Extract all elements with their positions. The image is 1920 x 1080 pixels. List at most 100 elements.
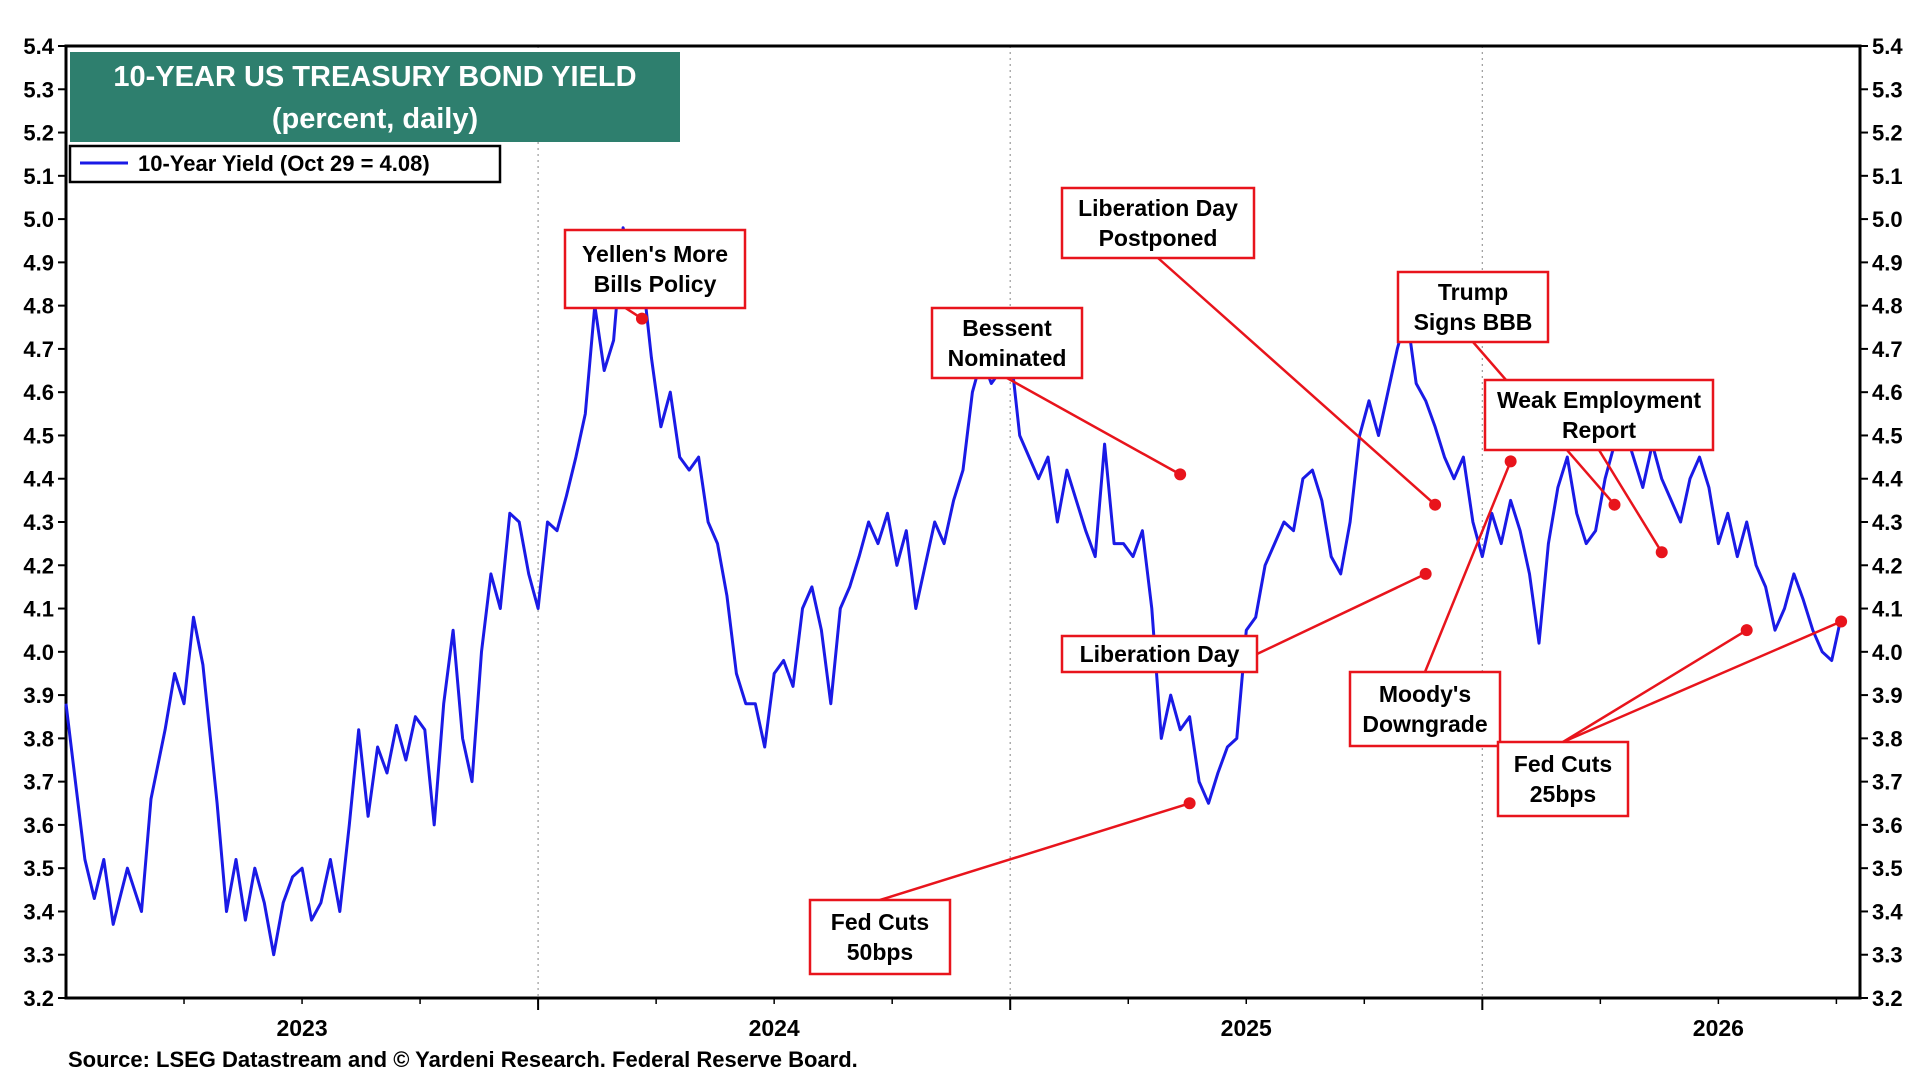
yield-series-line — [64, 226, 1843, 957]
y-tick-label-right: 5.3 — [1872, 77, 1903, 102]
y-tick-label-left: 4.8 — [23, 294, 54, 319]
annotation-box — [1060, 186, 1256, 260]
y-tick-label-left: 4.3 — [23, 510, 54, 535]
y-tick-label-right: 4.9 — [1872, 250, 1903, 275]
annotation-label: Fed Cuts — [1514, 751, 1612, 777]
annotation-dot — [1504, 455, 1517, 468]
y-tick-label-left: 3.5 — [23, 856, 54, 881]
y-tick-label-right: 5.1 — [1872, 164, 1903, 189]
y-tick-label-right: 3.5 — [1872, 856, 1903, 881]
y-tick-label-right: 5.4 — [1872, 34, 1903, 59]
annotation-leader-line — [1006, 376, 1181, 476]
y-tick-label-right: 3.6 — [1872, 813, 1903, 838]
y-tick-label-right: 3.3 — [1872, 943, 1903, 968]
source-note: Source: LSEG Datastream and © Yardeni Re… — [68, 1047, 858, 1072]
y-tick-label-left: 3.9 — [23, 683, 54, 708]
title-box: 10-YEAR US TREASURY BOND YIELD (percent,… — [70, 52, 680, 142]
y-tick-label-right: 4.7 — [1872, 337, 1903, 362]
y-tick-label-right: 4.3 — [1872, 510, 1903, 535]
y-tick-label-left: 5.3 — [23, 77, 54, 102]
y-tick-label-left: 4.7 — [23, 337, 54, 362]
annotation-leader-line — [1597, 449, 1663, 553]
chart-subtitle: (percent, daily) — [272, 103, 478, 135]
y-tick-label-right: 4.6 — [1872, 380, 1903, 405]
x-tick-label: 2026 — [1693, 1015, 1744, 1041]
annotation-dot — [635, 312, 648, 325]
annotations: Yellen's More Bills Policy Bessent Nominate… — [563, 186, 1848, 976]
annotation-leader-line — [1562, 629, 1748, 744]
annotation-box — [808, 898, 952, 976]
y-tick-label-left: 3.3 — [23, 943, 54, 968]
annotation-label: Trump — [1438, 279, 1508, 305]
y-tick-label-right: 4.8 — [1872, 294, 1903, 319]
y-tick-label-left: 5.1 — [23, 164, 54, 189]
annotation-leader-line — [1423, 460, 1512, 673]
annotation-label: 25bps — [1530, 781, 1596, 807]
annotation-label: Postponed — [1099, 225, 1218, 251]
y-tick-label-right: 4.2 — [1872, 553, 1903, 578]
x-axis: 2023 2024 2025 2026 — [183, 998, 1838, 1041]
y-tick-label-right: 5.0 — [1872, 207, 1903, 232]
annotation-label: Report — [1562, 417, 1636, 443]
annotation-label: Signs BBB — [1414, 309, 1533, 335]
annotation-dot — [1174, 468, 1187, 481]
legend: 10-Year Yield (Oct 29 = 4.08) — [68, 144, 502, 184]
legend-label: 10-Year Yield (Oct 29 = 4.08) — [138, 151, 430, 176]
annotation-label: Fed Cuts — [831, 909, 929, 935]
annotation-dot — [1655, 546, 1668, 559]
y-tick-label-right: 4.0 — [1872, 640, 1903, 665]
annotation-leader-line — [1157, 257, 1436, 506]
annotation-label: Bills Policy — [594, 271, 717, 297]
annotation-label: Bessent — [962, 315, 1052, 341]
plot-frame — [64, 44, 1862, 1000]
annotation-leader-line — [879, 802, 1190, 902]
annotation-box — [1496, 740, 1630, 818]
annotation-box — [1483, 378, 1715, 452]
y-tick-label-left: 3.4 — [23, 899, 54, 924]
x-tick-label: 2025 — [1221, 1015, 1272, 1041]
y-tick-label-right: 3.2 — [1872, 986, 1903, 1011]
annotation-dot — [1429, 498, 1442, 511]
chart-title: 10-YEAR US TREASURY BOND YIELD — [113, 61, 636, 93]
annotation-label: Liberation Day — [1080, 641, 1240, 667]
annotation-label: Nominated — [948, 345, 1067, 371]
y-tick-label-right: 4.4 — [1872, 467, 1903, 492]
y-tick-label-left: 4.9 — [23, 250, 54, 275]
y-tick-label-right: 4.1 — [1872, 597, 1903, 622]
y-tick-label-left: 3.6 — [23, 813, 54, 838]
annotation-box — [1348, 670, 1502, 748]
annotation-label: Yellen's More — [582, 241, 728, 267]
annotation-label: Weak Employment — [1497, 387, 1701, 413]
annotation-label: Downgrade — [1362, 711, 1487, 737]
annotation-box — [563, 228, 747, 310]
y-tick-label-left: 5.2 — [23, 121, 54, 146]
annotation-leader-line — [1256, 572, 1427, 656]
y-tick-label-left: 4.6 — [23, 380, 54, 405]
y-tick-label-right: 4.5 — [1872, 423, 1903, 448]
y-tick-label-left: 3.7 — [23, 770, 54, 795]
annotation-dot — [1419, 567, 1432, 580]
y-tick-label-left: 4.1 — [23, 597, 54, 622]
y-tick-label-right: 5.2 — [1872, 121, 1903, 146]
grid-layer — [537, 46, 1483, 998]
y-tick-label-left: 5.0 — [23, 207, 54, 232]
y-tick-label-right: 3.7 — [1872, 770, 1903, 795]
y-tick-label-left: 3.2 — [23, 986, 54, 1011]
annotation-dot — [1183, 797, 1196, 810]
y-tick-label-right: 3.9 — [1872, 683, 1903, 708]
y-tick-label-left: 5.4 — [23, 34, 54, 59]
y-axis: 3.2 3.2 3.3 3.3 3.4 3.4 3.5 3.5 3.6 3.6 3.7 3.7 3.8 3… — [23, 34, 1903, 1011]
annotation-leader-line — [1562, 620, 1842, 744]
annotation-dot — [1608, 498, 1621, 511]
annotation-box — [1060, 634, 1259, 674]
annotation-label: Liberation Day — [1078, 195, 1238, 221]
y-tick-label-right: 3.8 — [1872, 726, 1903, 751]
annotation-box — [1396, 270, 1550, 344]
y-tick-label-left: 4.4 — [23, 467, 54, 492]
y-tick-label-right: 3.4 — [1872, 899, 1903, 924]
y-tick-label-left: 4.0 — [23, 640, 54, 665]
annotation-dot — [1740, 624, 1753, 637]
x-tick-label: 2023 — [276, 1015, 327, 1041]
annotation-box — [930, 306, 1084, 380]
